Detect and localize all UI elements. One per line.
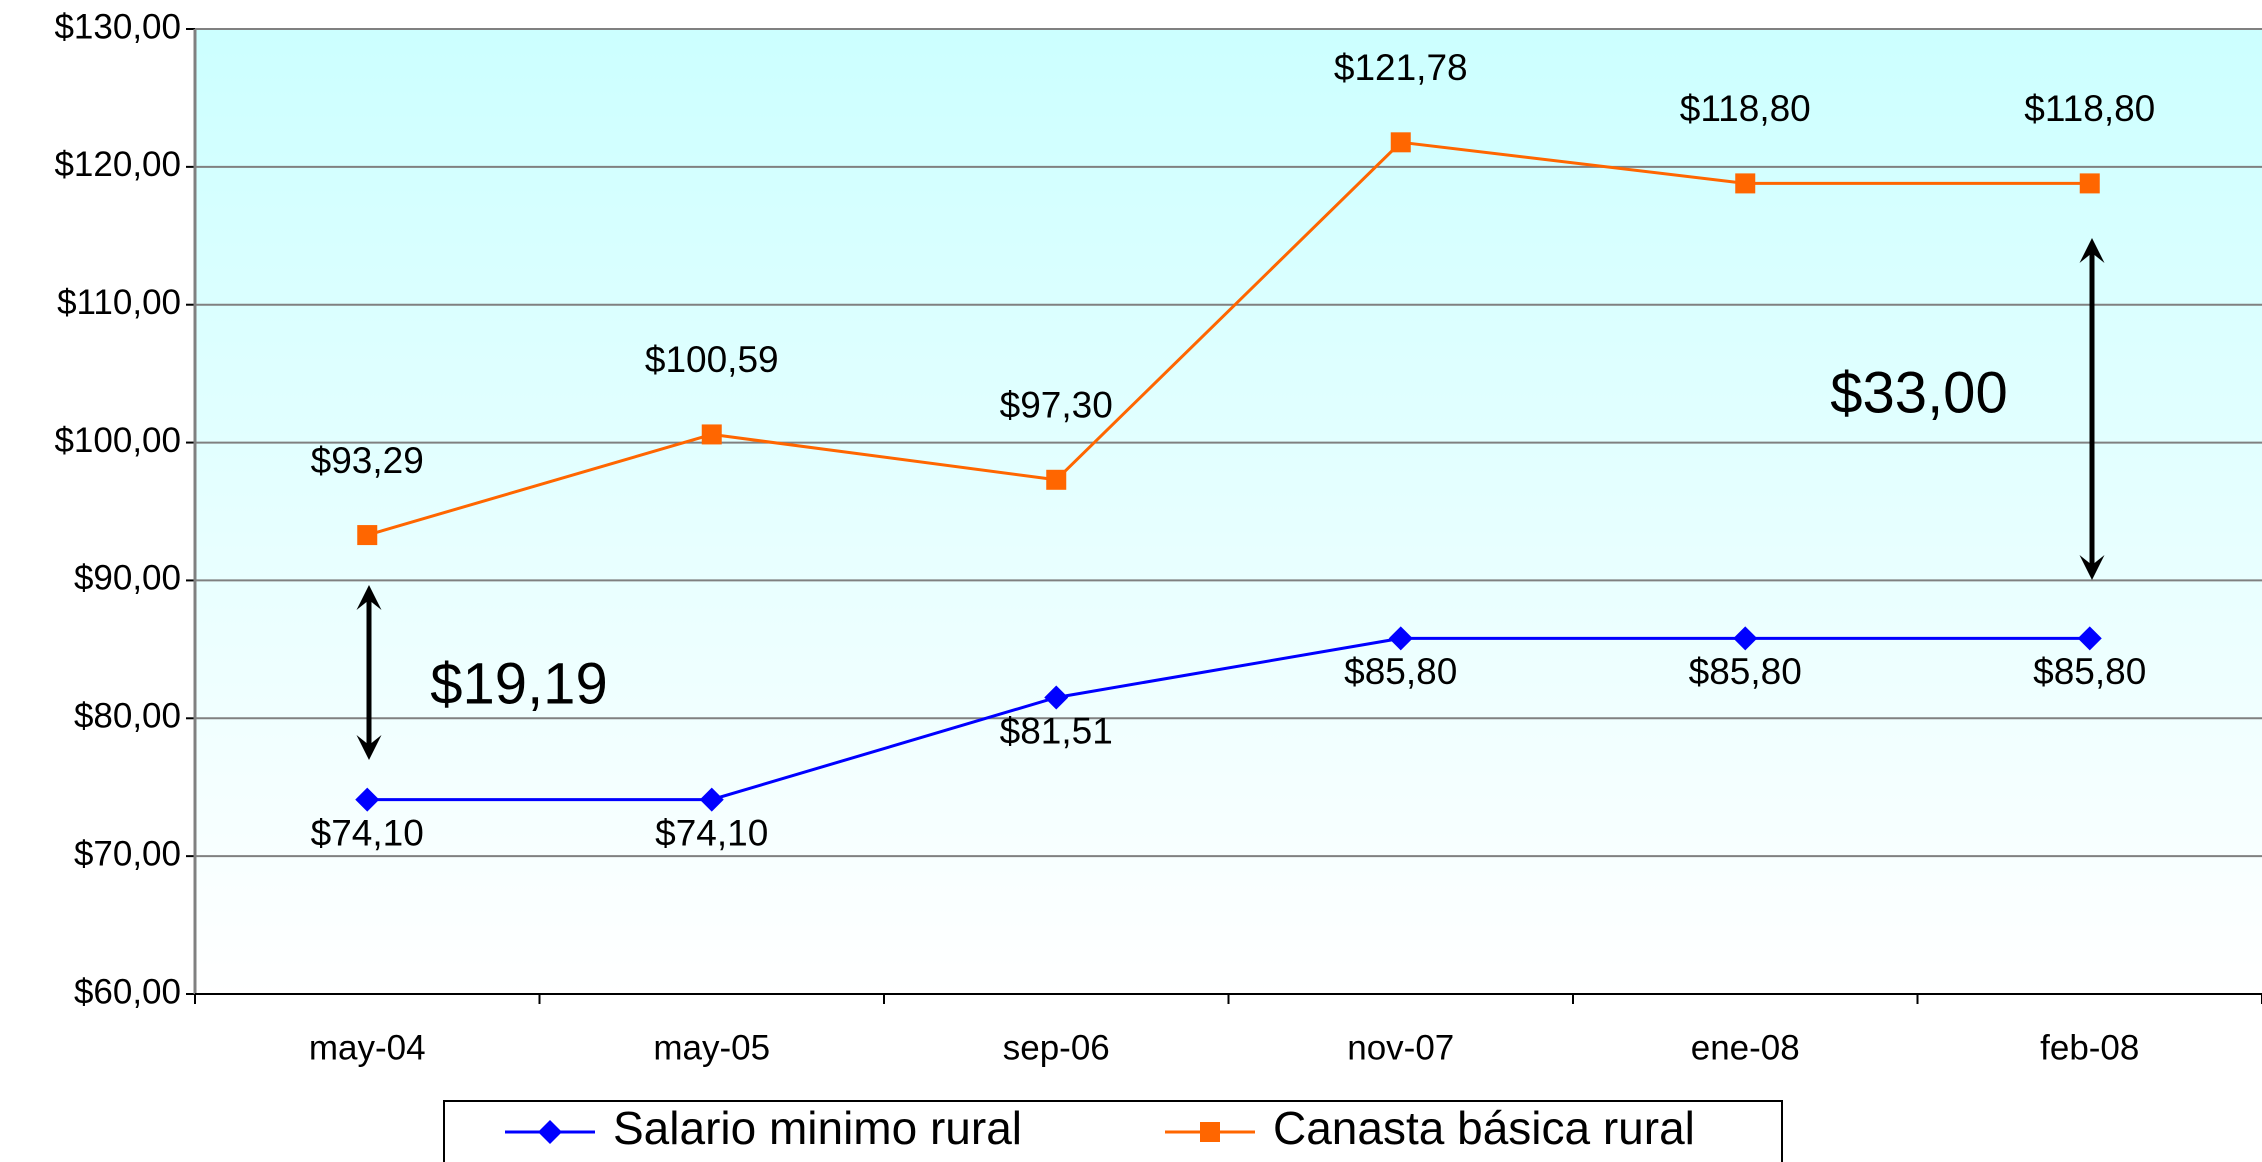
marker	[1046, 469, 1067, 490]
legend-marker	[538, 1120, 562, 1144]
annotation: $33,00	[1830, 360, 2007, 425]
marker	[1388, 626, 1413, 651]
data-label: $97,30	[1000, 385, 1113, 426]
data-label: $85,80	[1689, 651, 1802, 692]
legend-marker	[1200, 1122, 1220, 1142]
x-tick-label: ene-08	[1691, 1028, 1800, 1067]
marker	[1390, 132, 1411, 153]
marker	[1735, 173, 1756, 194]
y-tick-label: $80,00	[74, 697, 181, 736]
x-tick-label: nov-07	[1347, 1028, 1454, 1067]
marker	[2077, 626, 2102, 651]
y-tick-label: $100,00	[54, 421, 181, 460]
marker	[355, 787, 380, 812]
y-tick-label: $110,00	[57, 283, 181, 322]
data-label: $121,78	[1334, 47, 1468, 88]
x-tick-label: may-04	[309, 1028, 426, 1067]
y-tick-label: $90,00	[74, 559, 181, 598]
x-tick-label: sep-06	[1003, 1028, 1110, 1067]
data-label: $81,51	[1000, 710, 1113, 751]
legend-box	[443, 1100, 1783, 1162]
legend-label: Canasta básica rural	[1273, 1102, 1695, 1154]
y-tick-label: $120,00	[54, 145, 181, 184]
series-line	[366, 140, 2090, 537]
y-tick-label: $60,00	[74, 972, 181, 1011]
marker	[357, 525, 378, 546]
data-label: $85,80	[2033, 651, 2146, 692]
marker	[701, 424, 722, 445]
marker	[1733, 626, 1758, 651]
series-line	[367, 636, 2090, 802]
y-tick-label: $130,00	[54, 7, 181, 46]
marker	[1044, 685, 1069, 710]
data-label: $118,80	[1680, 88, 1811, 129]
data-label: $74,10	[655, 812, 768, 853]
marker	[2079, 173, 2100, 194]
data-label: $93,29	[311, 440, 424, 481]
marker	[699, 787, 724, 812]
x-tick-label: feb-08	[2040, 1028, 2139, 1067]
y-tick-label: $70,00	[74, 834, 181, 873]
data-label: $118,80	[2024, 88, 2155, 129]
legend-label: Salario minimo rural	[613, 1102, 1022, 1154]
data-label: $85,80	[1344, 651, 1457, 692]
x-tick-label: may-05	[653, 1028, 770, 1067]
data-label: $100,59	[645, 339, 779, 380]
plot-area	[195, 29, 2262, 994]
annotation: $19,19	[430, 651, 607, 716]
data-label: $74,10	[311, 812, 424, 853]
